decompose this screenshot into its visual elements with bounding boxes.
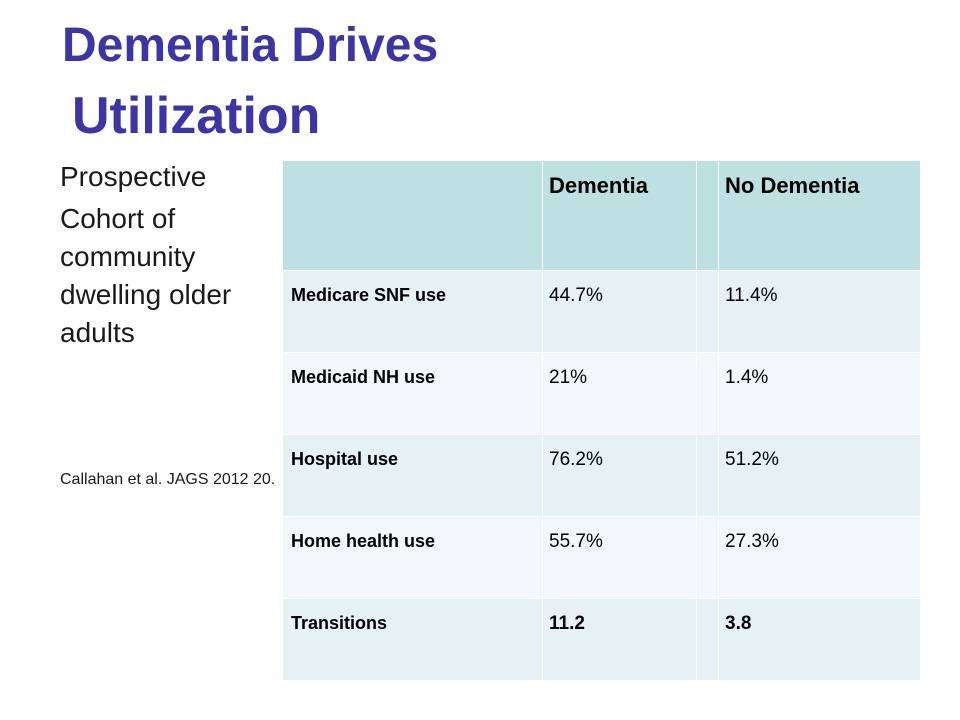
spacer-cell <box>696 352 719 435</box>
header-cell-spacer <box>696 160 719 271</box>
row-label: Home health use <box>282 516 543 599</box>
dementia-value: 44.7% <box>542 270 697 353</box>
table-row: Hospital use 76.2% 51.2% <box>282 434 921 517</box>
no-dementia-value: 27.3% <box>718 516 921 599</box>
bullet-list: Prospective Cohort of community dwelling… <box>60 158 272 356</box>
table-row: Home health use 55.7% 27.3% <box>282 516 921 599</box>
header-cell-no-dementia: No Dementia <box>718 160 921 271</box>
utilization-table: Dementia No Dementia Medicare SNF use 44… <box>282 160 921 681</box>
dementia-value: 11.2 <box>542 598 697 681</box>
row-label: Medicare SNF use <box>282 270 543 353</box>
row-label: Medicaid NH use <box>282 352 543 435</box>
row-label: Hospital use <box>282 434 543 517</box>
slide-title-line-1: Dementia Drives <box>62 19 439 72</box>
dementia-value: 21% <box>542 352 697 435</box>
header-cell-empty <box>282 160 543 271</box>
header-cell-dementia: Dementia <box>542 160 697 271</box>
bullet-item-study-type: Prospective <box>60 161 207 192</box>
table-row: Medicare SNF use 44.7% 11.4% <box>282 270 921 353</box>
citation: Callahan et al. JAGS 2012 20. <box>60 471 276 488</box>
bullet-item-population: Cohort of community dwelling older adult… <box>60 203 232 348</box>
table-row: Transitions 11.2 3.8 <box>282 598 921 681</box>
no-dementia-value: 3.8 <box>718 598 921 681</box>
dementia-value: 55.7% <box>542 516 697 599</box>
spacer-cell <box>696 270 719 353</box>
no-dementia-value: 11.4% <box>718 270 921 353</box>
row-label: Transitions <box>282 598 543 681</box>
no-dementia-value: 51.2% <box>718 434 921 517</box>
spacer-cell <box>696 516 719 599</box>
dementia-value: 76.2% <box>542 434 697 517</box>
spacer-cell <box>696 434 719 517</box>
spacer-cell <box>696 598 719 681</box>
table-row: Medicaid NH use 21% 1.4% <box>282 352 921 435</box>
table-header-row: Dementia No Dementia <box>282 160 921 271</box>
no-dementia-value: 1.4% <box>718 352 921 435</box>
slide-title-line-2: Utilization <box>72 87 321 145</box>
